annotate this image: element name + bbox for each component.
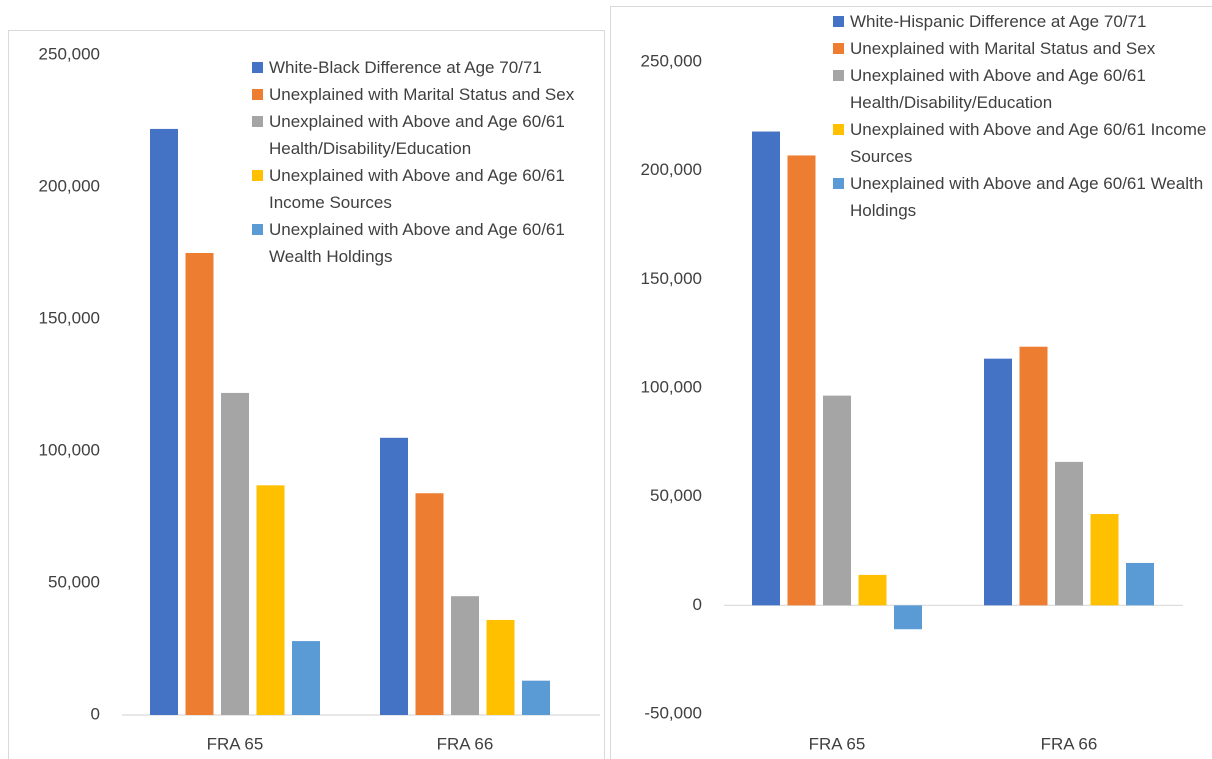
legend: White-Hispanic Difference at Age 70/71 Un… [833, 8, 1208, 224]
bar [823, 395, 851, 606]
legend-item: White-Hispanic Difference at Age 70/71 [833, 8, 1208, 35]
legend-label: Unexplained with Above and Age 60/61 Wea… [269, 220, 565, 266]
legend-label: Unexplained with Above and Age 60/61 Inc… [269, 166, 565, 212]
bar [415, 493, 444, 715]
bar [185, 253, 214, 715]
bar [894, 605, 922, 630]
legend-label: Unexplained with Marital Status and Sex [850, 39, 1156, 58]
legend-swatch [833, 43, 844, 54]
y-tick-label: 100,000 [39, 440, 100, 459]
y-tick-label: 250,000 [641, 51, 702, 70]
bar [858, 574, 887, 606]
bar [787, 155, 816, 606]
bar [221, 392, 249, 715]
legend-item: Unexplained with Above and Age 60/61 Inc… [833, 116, 1208, 170]
bar [522, 680, 550, 715]
legend-item: White-Black Difference at Age 70/71 [252, 54, 607, 81]
legend-item: Unexplained with Above and Age 60/61 Hea… [833, 62, 1208, 116]
legend-label: Unexplained with Above and Age 60/61 Hea… [850, 66, 1146, 112]
legend-label: White-Hispanic Difference at Age 70/71 [850, 12, 1147, 31]
y-tick-label: 200,000 [39, 176, 100, 195]
legend-swatch [252, 116, 263, 127]
bar [984, 358, 1012, 606]
legend-item: Unexplained with Marital Status and Sex [833, 35, 1208, 62]
bar [292, 641, 320, 715]
legend-item: Unexplained with Above and Age 60/61 Wea… [833, 170, 1208, 224]
legend-item: Unexplained with Above and Age 60/61 Wea… [252, 216, 607, 270]
x-tick-label: FRA 65 [809, 734, 866, 753]
y-tick-label: 50,000 [48, 572, 100, 591]
legend-label: Unexplained with Above and Age 60/61 Wea… [850, 174, 1204, 220]
bar [451, 596, 479, 715]
x-tick-label: FRA 65 [207, 734, 264, 753]
legend-swatch [252, 62, 263, 73]
legend-label: Unexplained with Marital Status and Sex [269, 85, 575, 104]
y-tick-label: 100,000 [641, 377, 702, 396]
x-tick-label: FRA 66 [1041, 734, 1098, 753]
legend-swatch [833, 16, 844, 27]
legend-swatch [833, 178, 844, 189]
legend-swatch [252, 224, 263, 235]
legend-item: Unexplained with Above and Age 60/61 Hea… [252, 108, 607, 162]
y-tick-label: 250,000 [39, 44, 100, 63]
bar [1019, 346, 1048, 606]
legend-label: Unexplained with Above and Age 60/61 Hea… [269, 112, 565, 158]
y-tick-label: -50,000 [644, 703, 702, 722]
bar [752, 131, 780, 606]
bar [380, 437, 408, 715]
bar [486, 619, 515, 715]
legend: White-Black Difference at Age 70/71 Unexp… [252, 54, 607, 270]
legend-label: White-Black Difference at Age 70/71 [269, 58, 542, 77]
y-tick-label: 50,000 [650, 486, 702, 505]
bar [256, 485, 285, 715]
legend-swatch [833, 124, 844, 135]
y-tick-label: 150,000 [641, 269, 702, 288]
legend-item: Unexplained with Above and Age 60/61 Inc… [252, 162, 607, 216]
bar [150, 128, 178, 716]
bar [1090, 514, 1119, 606]
legend-swatch [252, 170, 263, 181]
bar [1126, 562, 1154, 606]
chart-frame [8, 30, 605, 759]
y-tick-label: 0 [693, 595, 702, 614]
legend-swatch [252, 89, 263, 100]
y-tick-label: 150,000 [39, 308, 100, 327]
x-tick-label: FRA 66 [437, 734, 494, 753]
y-tick-label: 0 [91, 704, 100, 723]
chart-frame [610, 6, 1212, 759]
bar [1055, 461, 1083, 606]
legend-swatch [833, 70, 844, 81]
y-tick-label: 200,000 [641, 160, 702, 179]
legend-label: Unexplained with Above and Age 60/61 Inc… [850, 120, 1207, 166]
legend-item: Unexplained with Marital Status and Sex [252, 81, 607, 108]
